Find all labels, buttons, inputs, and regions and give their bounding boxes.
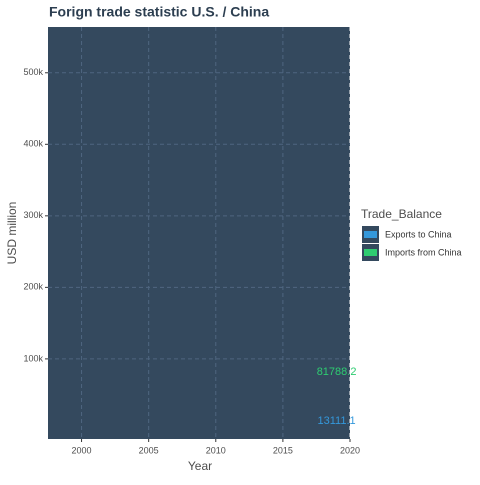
- legend-key: [364, 231, 377, 238]
- legend-key: [364, 249, 377, 256]
- x-tick-label: 2020: [340, 445, 360, 455]
- x-tick-label: 2005: [139, 445, 159, 455]
- x-axis-title: Year: [188, 459, 212, 473]
- y-tick-label: 400k: [23, 139, 43, 149]
- y-axis-title: USD million: [5, 202, 19, 265]
- legend-label: Imports from China: [385, 247, 462, 257]
- y-tick-label: 100k: [23, 353, 43, 363]
- legend-title: Trade_Balance: [361, 207, 442, 221]
- x-tick-label: 2000: [72, 445, 92, 455]
- y-tick-label: 300k: [23, 210, 43, 220]
- y-tick-label: 200k: [23, 282, 43, 292]
- value-label: 13111.1: [318, 415, 356, 427]
- x-tick-label: 2015: [273, 445, 293, 455]
- chart-title: Forign trade statistic U.S. / China: [49, 4, 269, 20]
- x-tick-label: 2010: [206, 445, 226, 455]
- y-tick-label: 500k: [23, 67, 43, 77]
- plot-panel: [48, 27, 350, 439]
- legend-label: Exports to China: [385, 229, 452, 239]
- value-label: 81788.2: [317, 366, 357, 378]
